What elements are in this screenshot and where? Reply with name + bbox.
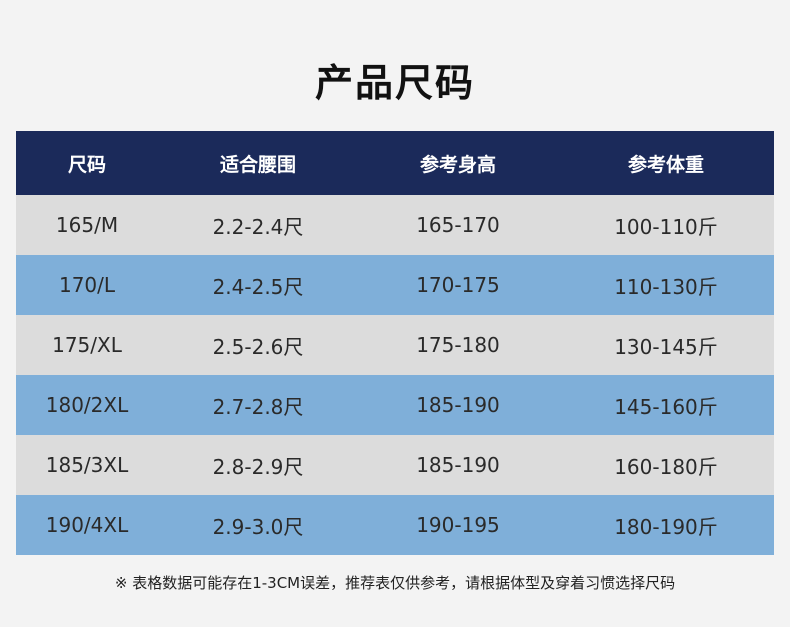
table-row: 165/M 2.2-2.4尺 165-170 100-110斤 (16, 195, 774, 255)
table-row: 170/L 2.4-2.5尺 170-175 110-130斤 (16, 255, 774, 315)
cell-weight: 160-180斤 (558, 435, 774, 495)
header-height: 参考身高 (358, 131, 558, 195)
table-row: 185/3XL 2.8-2.9尺 185-190 160-180斤 (16, 435, 774, 495)
header-weight: 参考体重 (558, 131, 774, 195)
cell-waist: 2.5-2.6尺 (158, 315, 358, 375)
cell-height: 170-175 (358, 255, 558, 315)
cell-height: 190-195 (358, 495, 558, 555)
table-row: 190/4XL 2.9-3.0尺 190-195 180-190斤 (16, 495, 774, 555)
cell-size: 170/L (16, 255, 158, 315)
cell-waist: 2.4-2.5尺 (158, 255, 358, 315)
cell-weight: 130-145斤 (558, 315, 774, 375)
cell-weight: 145-160斤 (558, 375, 774, 435)
cell-waist: 2.2-2.4尺 (158, 195, 358, 255)
table-row: 175/XL 2.5-2.6尺 175-180 130-145斤 (16, 315, 774, 375)
footnote-disclaimer: ※ 表格数据可能存在1-3CM误差，推荐表仅供参考，请根据体型及穿着习惯选择尺码 (114, 574, 676, 592)
header-waist: 适合腰围 (158, 131, 358, 195)
cell-waist: 2.7-2.8尺 (158, 375, 358, 435)
cell-size: 175/XL (16, 315, 158, 375)
cell-waist: 2.8-2.9尺 (158, 435, 358, 495)
header-size: 尺码 (16, 131, 158, 195)
cell-weight: 180-190斤 (558, 495, 774, 555)
table-header-row: 尺码 适合腰围 参考身高 参考体重 (16, 131, 774, 195)
cell-height: 175-180 (358, 315, 558, 375)
cell-height: 185-190 (358, 435, 558, 495)
cell-height: 185-190 (358, 375, 558, 435)
table-row: 180/2XL 2.7-2.8尺 185-190 145-160斤 (16, 375, 774, 435)
cell-size: 180/2XL (16, 375, 158, 435)
cell-weight: 110-130斤 (558, 255, 774, 315)
cell-size: 190/4XL (16, 495, 158, 555)
size-chart-table: 尺码 适合腰围 参考身高 参考体重 165/M 2.2-2.4尺 165-170… (16, 131, 774, 555)
cell-height: 165-170 (358, 195, 558, 255)
cell-weight: 100-110斤 (558, 195, 774, 255)
cell-size: 185/3XL (16, 435, 158, 495)
page-title: 产品尺码 (314, 61, 475, 105)
cell-size: 165/M (16, 195, 158, 255)
cell-waist: 2.9-3.0尺 (158, 495, 358, 555)
